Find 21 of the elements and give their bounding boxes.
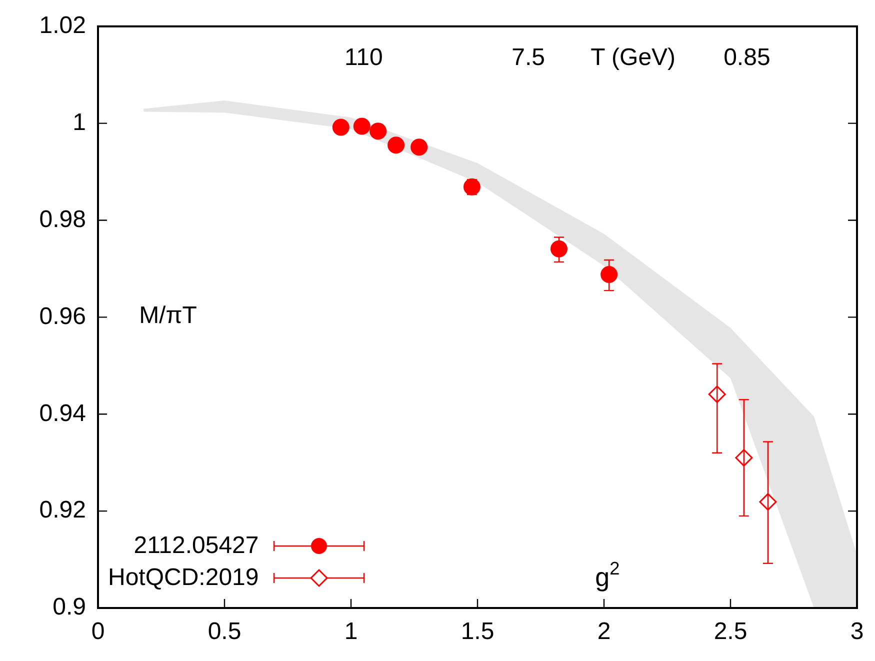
legend-label: 2112.05427	[134, 532, 259, 560]
annotation: T (GeV)	[590, 44, 676, 72]
y-tick-label: 0.92	[39, 496, 86, 524]
x-tick-label: 1	[344, 618, 358, 646]
x-tick-label: 2.5	[714, 618, 748, 646]
annotation: 7.5	[512, 44, 546, 72]
y-tick-label: 0.9	[52, 594, 86, 621]
x-tick-label: 0	[91, 618, 105, 646]
x-tick-label: 3	[850, 618, 864, 646]
annotation: 0.85	[724, 44, 770, 72]
y-tick-label: 1	[72, 108, 86, 136]
legend-label: HotQCD:2019	[108, 564, 259, 592]
x-tick-label: 1.5	[460, 618, 494, 646]
x-tick-label: 0.5	[208, 618, 242, 646]
y-tick-label: 0.98	[39, 206, 86, 233]
y-tick-label: 0.96	[39, 302, 86, 330]
x-tick-label: 2	[597, 618, 611, 646]
y-tick-label: 1.02	[39, 12, 86, 40]
y-tick-label: 0.94	[39, 400, 86, 427]
annotation: 110	[344, 44, 383, 72]
y-axis-title: M/πT	[139, 302, 198, 330]
